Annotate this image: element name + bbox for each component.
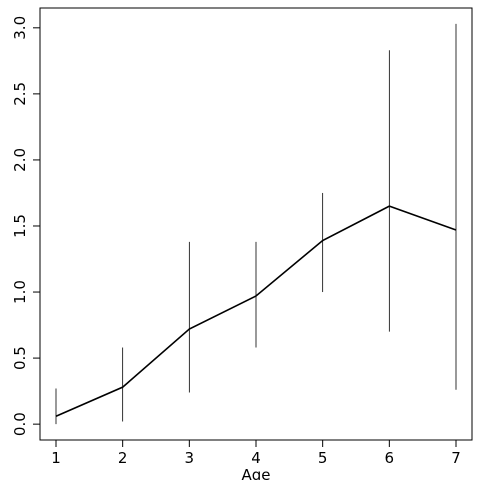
x-axis-label: Age xyxy=(241,466,270,480)
x-tick-label: 5 xyxy=(318,449,328,467)
y-tick-label: 2.5 xyxy=(11,82,29,106)
x-tick-label: 1 xyxy=(51,449,61,467)
y-tick-label: 2.0 xyxy=(11,148,29,172)
x-tick-label: 7 xyxy=(451,449,461,467)
x-tick-label: 6 xyxy=(385,449,395,467)
data-line xyxy=(55,205,457,417)
x-tick-label: 3 xyxy=(185,449,195,467)
x-tick-label: 4 xyxy=(251,449,261,467)
y-tick-label: 0.0 xyxy=(11,412,29,436)
y-tick-label: 3.0 xyxy=(11,16,29,40)
y-tick-label: 1.5 xyxy=(11,214,29,238)
y-tick-label: 1.0 xyxy=(11,280,29,304)
y-tick-label: 0.5 xyxy=(11,346,29,370)
x-tick-label: 2 xyxy=(118,449,128,467)
plot-frame xyxy=(39,7,473,441)
